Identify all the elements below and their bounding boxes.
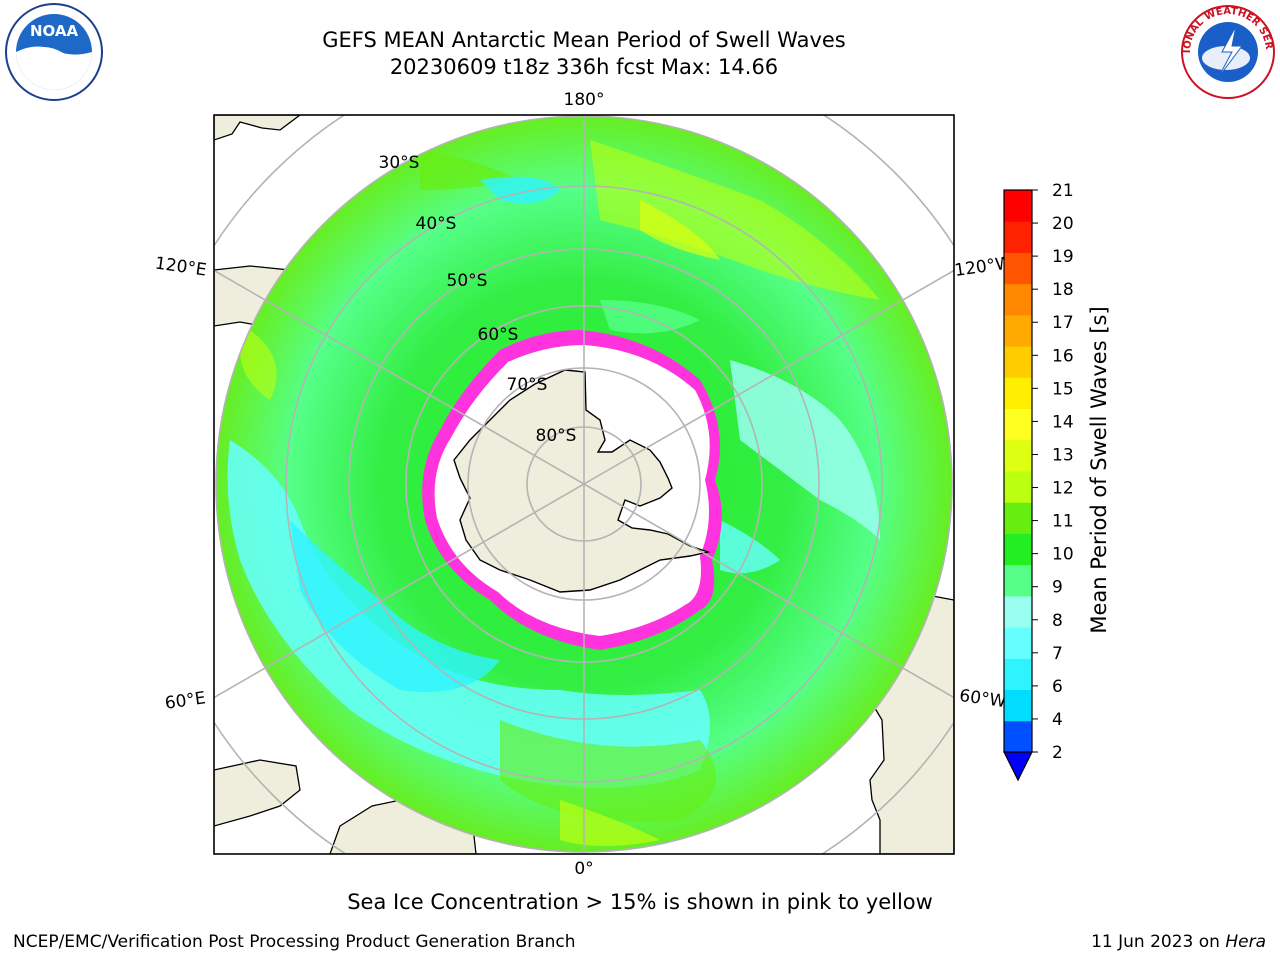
colorbar-label: Mean Period of Swell Waves [s]: [1087, 306, 1111, 633]
footer-date-text: 11 Jun 2023 on: [1091, 932, 1220, 952]
colorbar-tick-label: 21: [1052, 181, 1074, 201]
colorbar-segment: [1004, 408, 1032, 441]
lat-label-80s: 80°S: [536, 426, 577, 446]
colorbar-segment: [1004, 221, 1032, 253]
colorbar-segment: [1004, 720, 1032, 753]
sea-ice-caption: Sea Ice Concentration > 15% is shown in …: [347, 890, 933, 914]
colorbar-segment: [1004, 689, 1032, 722]
colorbar-frame: [1003, 189, 1033, 753]
colorbar-extend-triangle: [1003, 751, 1033, 782]
colorbar-tick-label: 13: [1052, 445, 1074, 465]
swell-period-patches: [227, 140, 880, 846]
lon-label-60e: 60°E: [164, 688, 207, 713]
colorbar-segment: [1004, 627, 1032, 659]
colorbar-tick-label: 4: [1052, 710, 1063, 730]
graticule: [214, 115, 954, 854]
colorbar-tick-label: 10: [1052, 545, 1074, 565]
colorbar-segment: [1004, 502, 1032, 534]
colorbar-tick-label: 7: [1052, 644, 1063, 664]
colorbar-segment: [1004, 439, 1032, 472]
lon-label-60w: 60°W: [958, 686, 1007, 712]
colorbar-segment: [1004, 471, 1032, 503]
colorbar-segment: [1004, 377, 1032, 410]
lat-label-40s: 40°S: [416, 214, 457, 234]
colorbar-segment: [1004, 564, 1032, 597]
antarctica-land: [453, 369, 711, 593]
colorbar-tick-label: 9: [1052, 578, 1063, 598]
noaa-logo: NOAA: [5, 3, 103, 101]
colorbar-segment: [1004, 658, 1032, 691]
colorbar-tick-label: 11: [1052, 512, 1074, 532]
colorbar-segment: [1004, 252, 1032, 285]
colorbar-segment: [1004, 283, 1032, 316]
lat-label-60s: 60°S: [478, 325, 519, 345]
colorbar-segment: [1004, 533, 1032, 566]
lat-label-70s: 70°S: [507, 375, 548, 395]
colorbar-segment: [1004, 346, 1032, 378]
colorbar-segment: [1004, 190, 1032, 222]
map-frame: [213, 114, 955, 855]
footer-date: 11 Jun 2023 on Hera: [1091, 932, 1266, 952]
footer-host: Hera: [1225, 932, 1266, 952]
colorbar-tick-label: 17: [1052, 313, 1074, 333]
colorbar-segment: [1004, 314, 1032, 347]
lat-label-50s: 50°S: [447, 271, 488, 291]
figure-subtitle: 20230609 t18z 336h fcst Max: 14.66: [389, 55, 779, 79]
noaa-logo-text: NOAA: [30, 22, 79, 40]
colorbar-tick-label: 15: [1052, 379, 1074, 399]
colorbar-tick-label: 2: [1052, 743, 1063, 763]
lon-label-0: 0°: [574, 859, 593, 879]
colorbar: 2 4 6 7 8 9 10 11 12 13 14 15 16 17 18 19 20 21: [1003, 181, 1074, 782]
colorbar-tick-label: 6: [1052, 677, 1063, 697]
colorbar-tick-label: 8: [1052, 611, 1063, 631]
colorbar-segment: [1004, 595, 1032, 628]
colorbar-tick-label: 18: [1052, 280, 1074, 300]
lat-label-30s: 30°S: [379, 153, 420, 173]
colorbar-tick-label: 20: [1052, 214, 1074, 234]
colorbar-tick-label: 19: [1052, 247, 1074, 267]
colorbar-tick-label: 12: [1052, 479, 1074, 499]
footer-credit: NCEP/EMC/Verification Post Processing Pr…: [13, 932, 576, 952]
lon-label-120e: 120°E: [154, 254, 208, 281]
colorbar-tick-label: 14: [1052, 412, 1074, 432]
lon-label-180: 180°: [564, 90, 605, 110]
colorbar-tick-label: 16: [1052, 346, 1074, 366]
figure-title: GEFS MEAN Antarctic Mean Period of Swell…: [322, 28, 846, 52]
nws-logo: NATIONAL WEATHER SERVICE: [1178, 2, 1275, 99]
